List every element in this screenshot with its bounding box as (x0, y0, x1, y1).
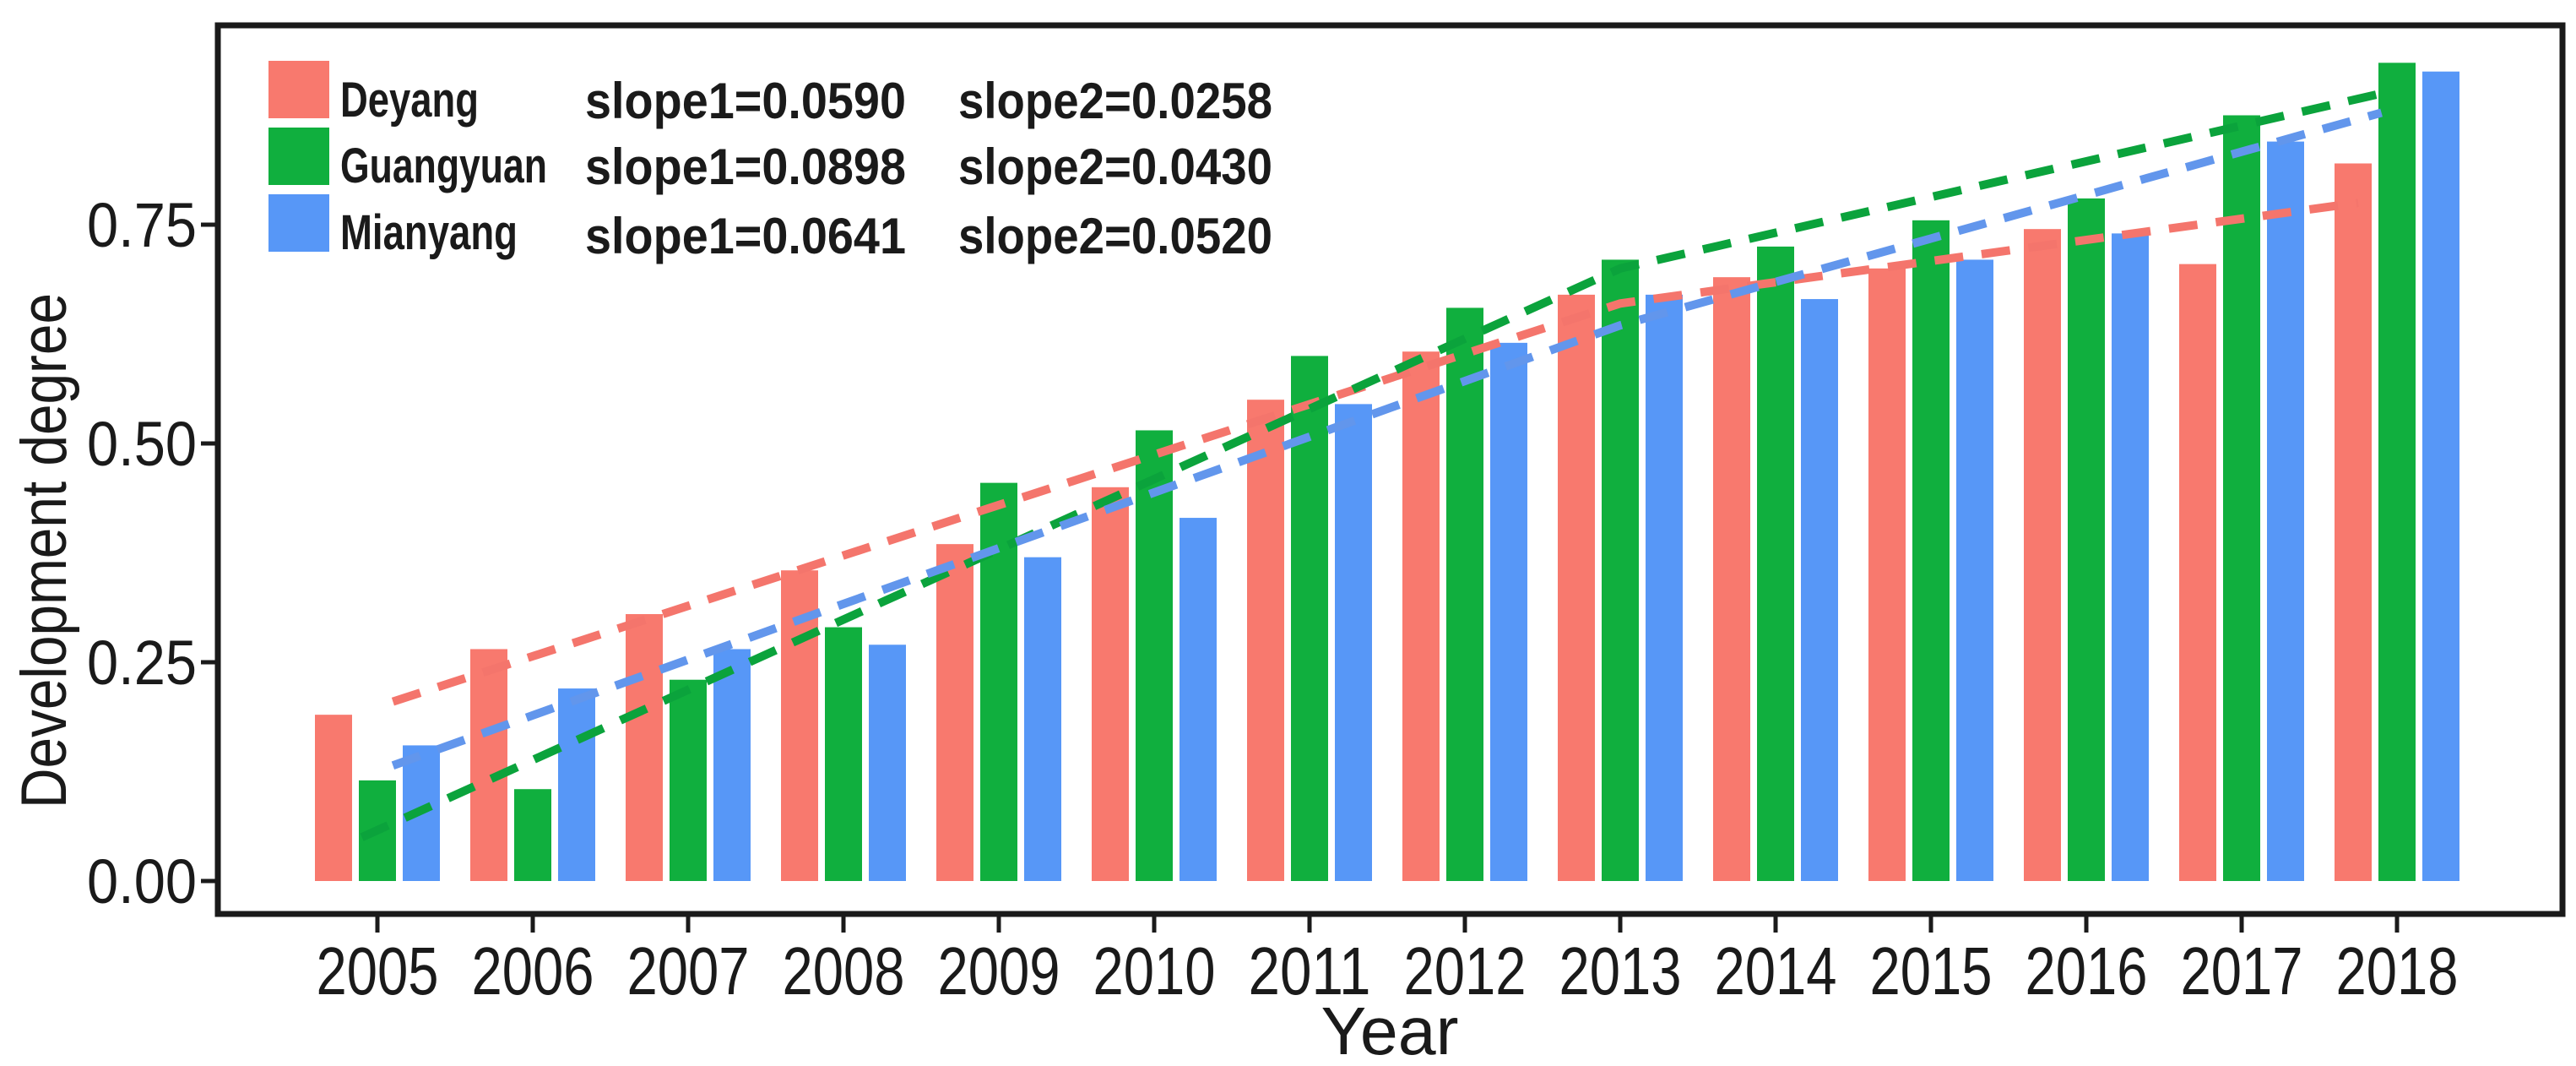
bar-guangyuan-2012 (1446, 307, 1483, 881)
bar-mianyang-2008 (869, 644, 906, 881)
slope1-annotation-deyang: slope1=0.0590 (585, 73, 906, 129)
y-tick-label-0.50: 0.50 (87, 409, 197, 479)
legend-label-deyang: Deyang (340, 73, 479, 128)
x-tick-label-2014: 2014 (1715, 933, 1837, 1009)
y-tick-label-0.00: 0.00 (87, 846, 197, 916)
bar-deyang-2011 (1247, 400, 1284, 881)
legend-group: Deyang Guangyuan Mianyang slope1=0.0590 slop… (268, 61, 1272, 264)
x-tick-label-2011: 2011 (1249, 933, 1371, 1009)
bar-mianyang-2017 (2267, 141, 2304, 881)
bar-guangyuan-2016 (2068, 198, 2105, 882)
x-tick-label-2007: 2007 (627, 933, 750, 1009)
x-tick-label-2013: 2013 (1559, 933, 1682, 1009)
slope2-annotation-mianyang: slope2=0.0520 (958, 208, 1272, 264)
y-tick-label-0.75: 0.75 (87, 190, 197, 260)
y-tick-label-0.25: 0.25 (87, 628, 197, 698)
bar-deyang-2015 (1868, 268, 1906, 881)
bar-mianyang-2009 (1024, 557, 1061, 881)
slope2-annotation-deyang: slope2=0.0258 (958, 73, 1272, 129)
bar-guangyuan-2011 (1291, 356, 1328, 881)
slope1-annotation-mianyang: slope1=0.0641 (585, 208, 906, 264)
trend-line-guangyuan (360, 89, 2383, 841)
bar-deyang-2016 (2024, 229, 2061, 881)
trend-line-mianyang (391, 108, 2383, 770)
bar-mianyang-2010 (1180, 518, 1217, 881)
bar-mianyang-2006 (558, 688, 595, 881)
bar-mianyang-2018 (2422, 71, 2459, 881)
bar-guangyuan-2010 (1136, 430, 1173, 882)
legend-label-mianyang: Mianyang (340, 205, 518, 260)
bar-guangyuan-2007 (670, 679, 707, 881)
bars-group (315, 63, 2459, 882)
bar-guangyuan-2017 (2223, 115, 2260, 881)
bar-deyang-2006 (470, 649, 507, 881)
x-tick-label-2005: 2005 (317, 933, 439, 1009)
bar-deyang-2007 (626, 614, 663, 881)
bar-deyang-2018 (2335, 163, 2372, 882)
x-tick-label-2015: 2015 (1870, 933, 1993, 1009)
bar-guangyuan-2018 (2378, 63, 2416, 882)
bar-deyang-2012 (1402, 351, 1440, 882)
bar-deyang-2013 (1558, 294, 1595, 881)
bar-guangyuan-2015 (1912, 220, 1950, 881)
x-tick-label-2010: 2010 (1093, 933, 1216, 1009)
bar-mianyang-2016 (2112, 233, 2149, 881)
bar-guangyuan-2006 (514, 789, 551, 881)
bar-deyang-2014 (1713, 277, 1750, 881)
bar-mianyang-2011 (1335, 404, 1372, 881)
x-tick-label-2018: 2018 (2336, 933, 2459, 1009)
x-tick-label-2009: 2009 (938, 933, 1060, 1009)
plot-panel-border (214, 22, 2566, 917)
x-tick-label-2006: 2006 (472, 933, 594, 1009)
slope1-annotation-guangyuan: slope1=0.0898 (585, 139, 906, 195)
bar-deyang-2010 (1092, 487, 1129, 881)
x-tick-label-2017: 2017 (2181, 933, 2303, 1009)
bar-mianyang-2013 (1646, 294, 1683, 881)
x-tick-label-2012: 2012 (1404, 933, 1527, 1009)
trend-lines-group (360, 89, 2383, 841)
x-tick-label-2008: 2008 (783, 933, 905, 1009)
bar-deyang-2005 (315, 715, 352, 881)
y-axis-title: Development degree (8, 293, 80, 808)
bar-mianyang-2007 (713, 649, 751, 881)
trend-line-deyang (391, 199, 2359, 706)
bar-mianyang-2015 (1956, 259, 1993, 881)
axes-group: 0.00 0.25 0.50 0.75 2005 2006 2007 2008 2009 2010… (87, 190, 2459, 1009)
legend-swatch-mianyang (268, 194, 329, 252)
bar-mianyang-2014 (1801, 299, 1838, 881)
x-axis-title: Year (1321, 993, 1459, 1066)
bar-guangyuan-2013 (1602, 259, 1639, 881)
bar-mianyang-2012 (1490, 342, 1527, 881)
bar-guangyuan-2008 (825, 627, 862, 881)
x-tick-label-2016: 2016 (2026, 933, 2148, 1009)
legend-label-guangyuan: Guangyuan (340, 139, 547, 193)
slope2-annotation-guangyuan: slope2=0.0430 (958, 139, 1272, 195)
legend-swatch-guangyuan (268, 128, 329, 185)
bar-guangyuan-2014 (1757, 246, 1794, 881)
bar-deyang-2017 (2179, 264, 2216, 881)
legend-swatch-deyang (268, 61, 329, 118)
bar-deyang-2009 (936, 544, 973, 881)
